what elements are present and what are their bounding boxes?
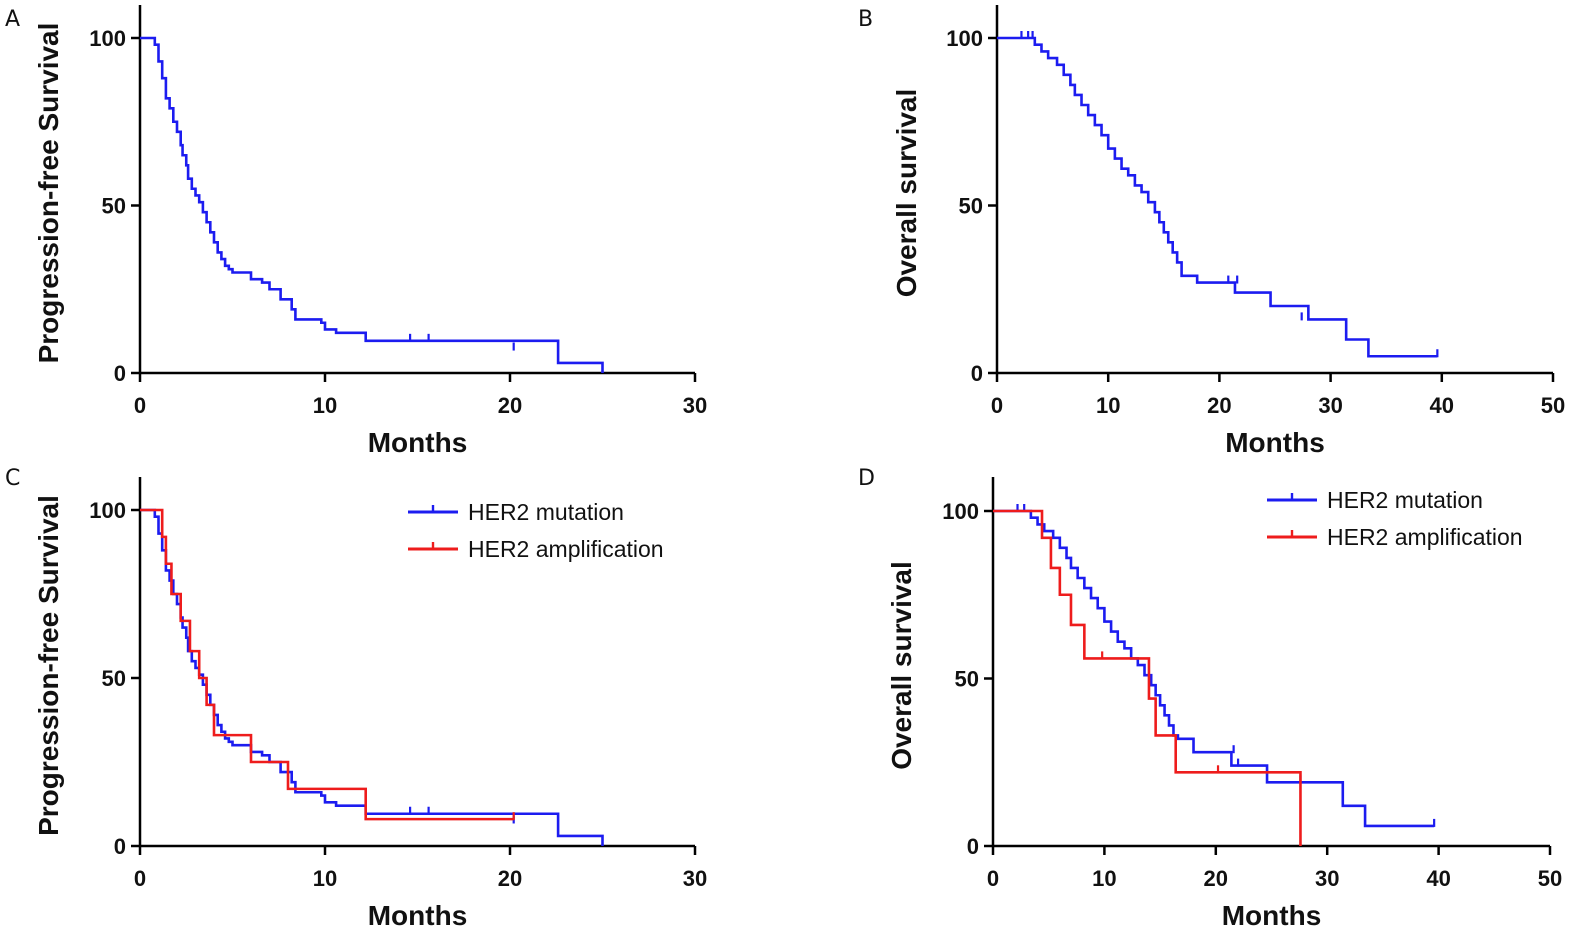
x-tick-label: 10 (1096, 393, 1120, 418)
legend-label: HER2 amplification (1327, 524, 1523, 550)
x-axis-title: Months (1222, 900, 1322, 931)
y-tick-label: 0 (967, 834, 979, 859)
series-line-amplification (140, 508, 514, 821)
x-tick-label: 10 (313, 393, 337, 418)
panel-b: B 0 50 100 0 10 20 30 40 50 Months Overall survival (858, 5, 1565, 458)
x-tick-label: 30 (1315, 866, 1339, 891)
panel-letter: A (5, 7, 20, 32)
x-tick-label: 0 (134, 393, 146, 418)
y-tick-label: 100 (89, 498, 126, 523)
x-tick-label: 20 (1207, 393, 1231, 418)
panel-a: A 0 50 100 0 10 20 30 Months Progression-free Sur… (5, 5, 707, 458)
legend-label: HER2 mutation (468, 499, 624, 525)
legend-label: HER2 amplification (468, 536, 664, 562)
x-tick-label: 50 (1538, 866, 1562, 891)
series-line-amplification (993, 509, 1302, 846)
x-tick-label: 10 (1092, 866, 1116, 891)
x-tick-label: 20 (498, 866, 522, 891)
x-tick-label: 30 (683, 866, 707, 891)
series-line-mutation (140, 36, 604, 373)
x-axis-title: Months (368, 427, 468, 458)
y-tick-label: 50 (102, 194, 126, 219)
legend-label: HER2 mutation (1327, 487, 1483, 513)
y-tick-label: 0 (971, 361, 983, 386)
panel-c: C 0 50 100 0 10 20 30 Months Progression-free Sur… (5, 466, 707, 931)
panel-letter: C (5, 466, 20, 491)
y-axis-title: Overall survival (886, 561, 917, 770)
panel-letter: B (858, 7, 873, 32)
x-tick-label: 40 (1430, 393, 1454, 418)
x-tick-label: 20 (1204, 866, 1228, 891)
y-tick-label: 0 (114, 834, 126, 859)
y-tick-label: 100 (942, 499, 979, 524)
x-tick-label: 0 (134, 866, 146, 891)
x-axis-title: Months (1225, 427, 1325, 458)
y-tick-label: 100 (946, 26, 983, 51)
x-axis-title: Months (368, 900, 468, 931)
y-tick-label: 100 (89, 26, 126, 51)
y-tick-label: 50 (955, 667, 979, 692)
y-tick-label: 50 (102, 666, 126, 691)
y-tick-label: 50 (959, 194, 983, 219)
y-axis-title: Progression-free Survival (33, 495, 64, 836)
series-line-mutation (997, 36, 1438, 358)
panel-letter: D (858, 466, 875, 491)
x-tick-label: 40 (1426, 866, 1450, 891)
x-tick-label: 0 (987, 866, 999, 891)
panel-d: D 0 50 100 0 10 20 30 40 50 Months Overall survival… (858, 466, 1562, 931)
y-axis-title: Overall survival (891, 89, 922, 298)
series-line-mutation (993, 509, 1435, 828)
x-tick-label: 30 (1318, 393, 1342, 418)
x-tick-label: 30 (683, 393, 707, 418)
y-tick-label: 0 (114, 361, 126, 386)
x-tick-label: 50 (1541, 393, 1565, 418)
x-tick-label: 10 (313, 866, 337, 891)
x-tick-label: 0 (991, 393, 1003, 418)
y-axis-title: Progression-free Survival (33, 23, 64, 364)
x-tick-label: 20 (498, 393, 522, 418)
